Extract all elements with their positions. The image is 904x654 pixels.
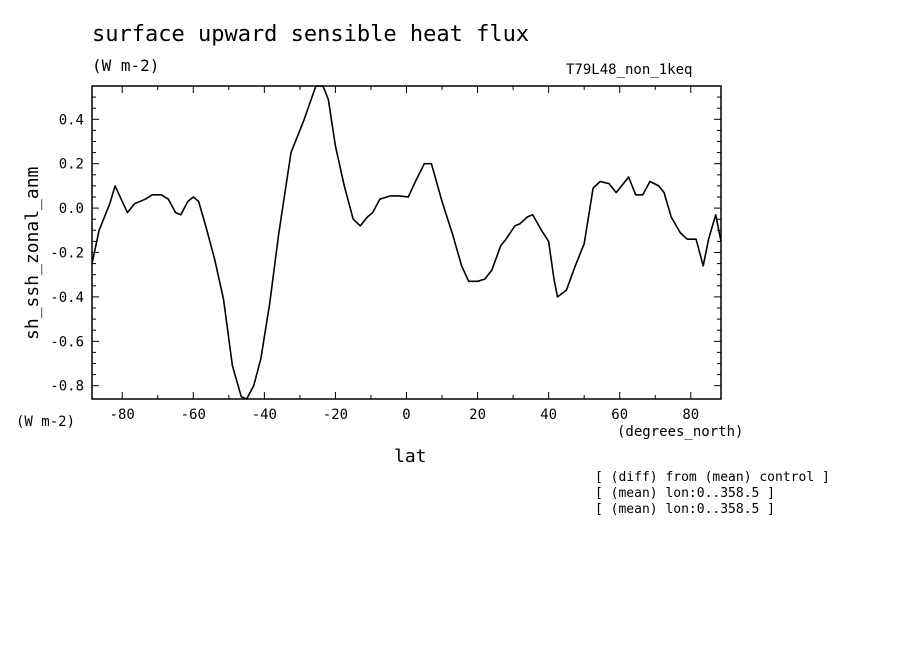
chart-units: (W m-2): [92, 56, 160, 75]
y-tick-label: -0.2: [50, 245, 84, 261]
y-tick-label: 0.2: [59, 157, 84, 173]
x-tick-label: 60: [611, 407, 628, 423]
x-tick-label: 40: [540, 407, 557, 423]
x-tick-label: -60: [181, 407, 206, 423]
axis-ticks: [92, 86, 721, 399]
x-tick-label: 0: [402, 407, 410, 423]
note-line: [ (diff) from (mean) control ]: [595, 470, 830, 485]
x-axis-units: (degrees_north): [617, 424, 744, 440]
x-tick-label: 20: [469, 407, 486, 423]
x-tick-label: 80: [682, 407, 699, 423]
y-tick-label: -0.4: [50, 290, 84, 306]
y-axis-units: (W m-2): [16, 414, 76, 430]
x-tick-label: -80: [110, 407, 135, 423]
y-tick-label: 0.4: [59, 112, 84, 128]
series-line: [91, 85, 722, 400]
y-tick-label: 0.0: [59, 201, 84, 217]
note-line: [ (mean) lon:0..358.5 ]: [595, 486, 776, 501]
notes-block: [ (diff) from (mean) control ] [ (mean) …: [595, 470, 830, 518]
x-tick-label: -40: [252, 407, 277, 423]
tick-labels: -80 -60 -40 -20 0 20 40 60 80 0.4 0.2 0.0 -0.2 -0.4 -0…: [50, 112, 699, 423]
y-tick-label: -0.6: [50, 334, 84, 350]
series-group: [91, 85, 722, 400]
x-axis-label: lat: [394, 446, 427, 467]
chart-title: surface upward sensible heat flux: [92, 22, 530, 47]
run-label: T79L48_non_1keq: [566, 62, 693, 78]
note-line: [ (mean) lon:0..358.5 ]: [595, 502, 776, 517]
x-tick-label: -20: [323, 407, 348, 423]
plot-frame: [91, 85, 722, 400]
y-tick-label: -0.8: [50, 379, 84, 395]
